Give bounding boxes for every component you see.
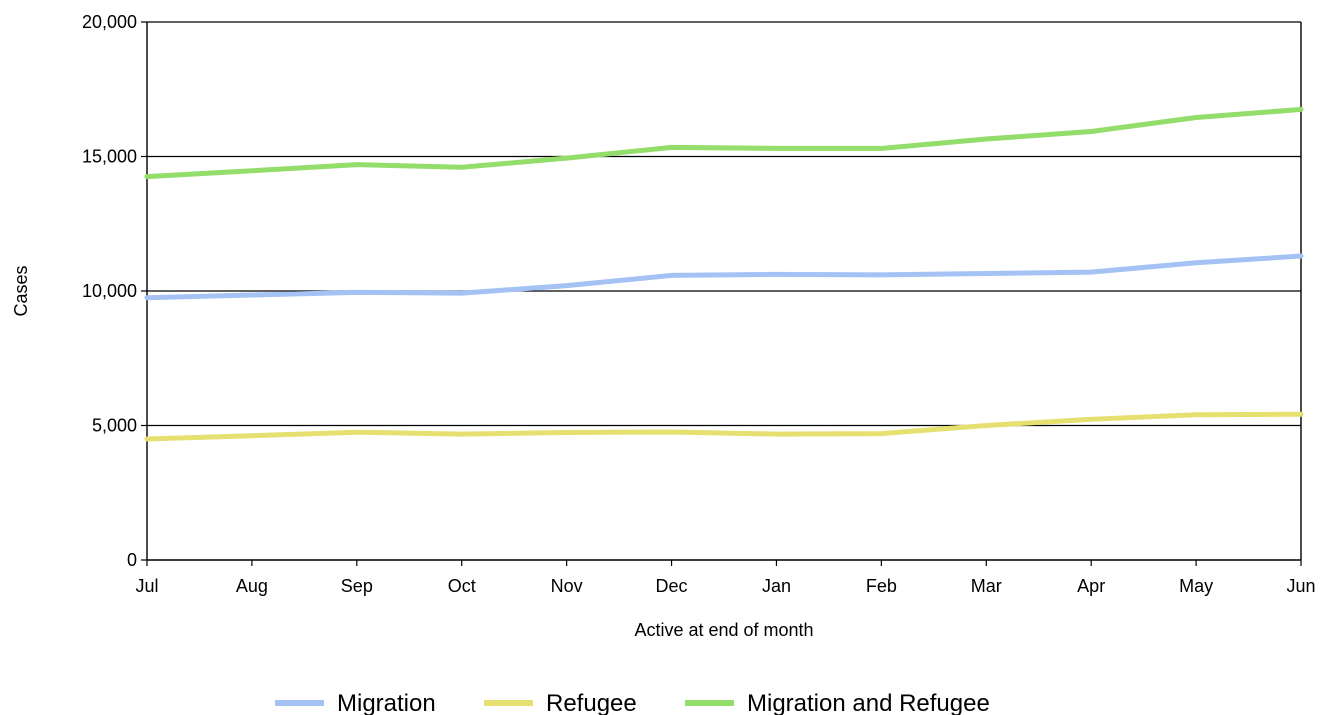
series-line-migration bbox=[144, 253, 1304, 301]
x-tick-label: Jan bbox=[762, 576, 791, 596]
legend-item: Migration and Refugee bbox=[685, 690, 990, 715]
x-tick-label: Oct bbox=[448, 576, 476, 596]
x-tick-label: Jul bbox=[135, 576, 158, 596]
y-tick-label: 0 bbox=[127, 550, 137, 570]
series-line-migration-and-refugee bbox=[144, 106, 1304, 180]
legend-item: Migration bbox=[275, 690, 436, 715]
x-tick-label: Nov bbox=[551, 576, 583, 596]
y-tick-label: 5,000 bbox=[92, 416, 137, 436]
x-tick-label: May bbox=[1179, 576, 1213, 596]
x-tick-label: Apr bbox=[1077, 576, 1105, 596]
x-tick-label: Jun bbox=[1286, 576, 1315, 596]
y-axis-title: Cases bbox=[11, 265, 31, 316]
legend-item: Refugee bbox=[484, 690, 637, 715]
legend-label: Migration and Refugee bbox=[747, 690, 990, 715]
y-axis-ticks: 0 5,000 10,000 15,000 20,000 bbox=[82, 12, 147, 570]
x-tick-label: Feb bbox=[866, 576, 897, 596]
legend-label: Migration bbox=[337, 690, 436, 715]
legend-label: Refugee bbox=[546, 690, 637, 715]
series-lines bbox=[144, 106, 1304, 442]
x-tick-label: Dec bbox=[656, 576, 688, 596]
y-tick-label: 15,000 bbox=[82, 147, 137, 167]
y-tick-label: 10,000 bbox=[82, 281, 137, 301]
x-tick-label: Sep bbox=[341, 576, 373, 596]
x-tick-label: Mar bbox=[971, 576, 1002, 596]
x-tick-label: Aug bbox=[236, 576, 268, 596]
legend: Migration Refugee Migration and Refugee bbox=[275, 690, 990, 715]
x-axis-ticks: Jul Aug Sep Oct Nov Dec Jan Feb Mar Apr May Jun bbox=[135, 560, 1316, 596]
series-line-refugee bbox=[144, 411, 1304, 442]
y-tick-label: 20,000 bbox=[82, 12, 137, 32]
x-axis-title: Active at end of month bbox=[634, 620, 813, 640]
gridlines bbox=[147, 21, 1301, 427]
